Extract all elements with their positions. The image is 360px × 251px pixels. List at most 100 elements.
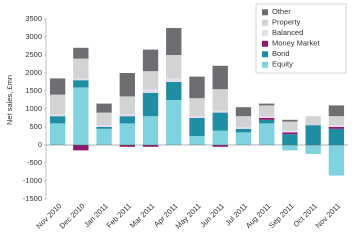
bar-segment <box>96 128 112 145</box>
y-tick-label: 1000 <box>25 104 42 113</box>
legend-box <box>255 3 347 74</box>
y-tick-label: -500 <box>27 158 42 167</box>
legend-label: Balanced <box>272 28 303 37</box>
bar-segment <box>235 127 252 129</box>
bar-segment <box>73 145 89 151</box>
bar-segment <box>119 114 135 117</box>
bar-segment <box>142 49 159 72</box>
bar-segment <box>49 78 66 95</box>
y-tick-label: 0 <box>38 140 42 149</box>
x-tick-label: Dec 2010 <box>58 201 87 230</box>
bar-segment <box>49 114 66 117</box>
bar-segment <box>142 71 159 90</box>
y-tick-label: 2000 <box>25 68 42 77</box>
bar-segment <box>189 116 205 118</box>
bar-segment <box>212 110 228 113</box>
bar-segment <box>49 94 66 115</box>
y-tick-label: 500 <box>29 122 42 131</box>
bar-segment <box>282 145 298 151</box>
bar-segment <box>328 105 345 117</box>
y-tick-label: 3000 <box>25 32 42 41</box>
bar-segment <box>259 116 275 118</box>
bar-segment <box>49 123 66 145</box>
bar-segment <box>119 96 135 115</box>
legend-swatch <box>262 51 268 58</box>
bar-segment <box>282 132 298 135</box>
bar-segment <box>282 134 298 145</box>
legend-swatch <box>262 30 268 37</box>
bar-segment <box>282 121 298 131</box>
bar-segment <box>96 112 112 126</box>
x-tick-label: Nov 2011 <box>314 201 343 230</box>
bar-segment <box>189 136 205 145</box>
bar-segment <box>235 116 252 127</box>
bar-segment <box>96 127 112 129</box>
bar-segment <box>305 125 321 145</box>
bar-segment <box>328 145 345 176</box>
bar-segment <box>73 87 89 145</box>
bar-segment <box>212 112 228 131</box>
y-tick-label: 3500 <box>25 14 42 23</box>
legend-swatch <box>262 19 268 26</box>
legend-label: Bond <box>272 49 290 58</box>
bar-segment <box>166 100 182 145</box>
bar-segment <box>328 127 345 129</box>
bar-segment <box>212 65 228 90</box>
bar-segment <box>212 130 228 145</box>
bar-segment <box>259 119 275 124</box>
bar-segment <box>328 125 345 127</box>
bar-segment <box>119 73 135 97</box>
bar-segment <box>235 107 252 117</box>
y-axis-title: Net sales, £mn <box>5 75 14 125</box>
bar-segment <box>305 116 321 126</box>
bar-segment <box>235 132 252 145</box>
bar-segment <box>212 89 228 111</box>
bar-segment <box>189 118 205 136</box>
bar-segment <box>96 125 112 127</box>
bar-segment <box>189 98 205 117</box>
bar-segment <box>189 76 205 99</box>
bar-segment <box>166 78 182 82</box>
legend-label: Other <box>272 7 291 16</box>
bar-segment <box>212 145 228 147</box>
bar-segment <box>73 47 89 59</box>
legend-swatch <box>262 61 268 68</box>
bar-segment <box>119 116 135 124</box>
legend-label: Equity <box>272 60 293 69</box>
bar-segment <box>259 103 275 106</box>
legend-label: Property <box>272 18 301 27</box>
bar-segment <box>235 128 252 133</box>
x-tick-label: Sep 2011 <box>267 201 296 230</box>
bar-segment <box>305 145 321 154</box>
bar-segment <box>166 82 182 100</box>
y-tick-label: -1000 <box>23 176 42 185</box>
bar-segment <box>142 145 159 147</box>
y-tick-label: 1500 <box>25 86 42 95</box>
bar-segment <box>49 116 66 124</box>
bar-segment <box>328 128 345 145</box>
bar-segment <box>282 119 298 122</box>
bar-segment <box>73 58 89 79</box>
bar-segment <box>282 130 298 133</box>
legend-label: Money Market <box>272 39 320 48</box>
x-tick-label: Mar 2011 <box>128 201 156 229</box>
bar-segment <box>96 103 112 113</box>
bar-segment <box>166 28 182 55</box>
bar-segment <box>73 78 89 81</box>
y-tick-label: -1500 <box>23 194 42 203</box>
bar-segment <box>259 105 275 117</box>
bar-segment <box>73 80 89 88</box>
bar-segment <box>142 92 159 117</box>
bar-segment <box>328 116 345 126</box>
bar-segment <box>259 118 275 120</box>
bar-segment <box>119 123 135 145</box>
bar-segment <box>259 123 275 145</box>
y-tick-label: 2500 <box>25 50 42 59</box>
bar-segment <box>142 89 159 93</box>
legend-swatch <box>262 40 268 47</box>
bar-segment <box>142 116 159 145</box>
legend-swatch <box>262 9 268 16</box>
x-tick-label: May 2011 <box>174 201 203 230</box>
bar-segment <box>119 145 135 147</box>
